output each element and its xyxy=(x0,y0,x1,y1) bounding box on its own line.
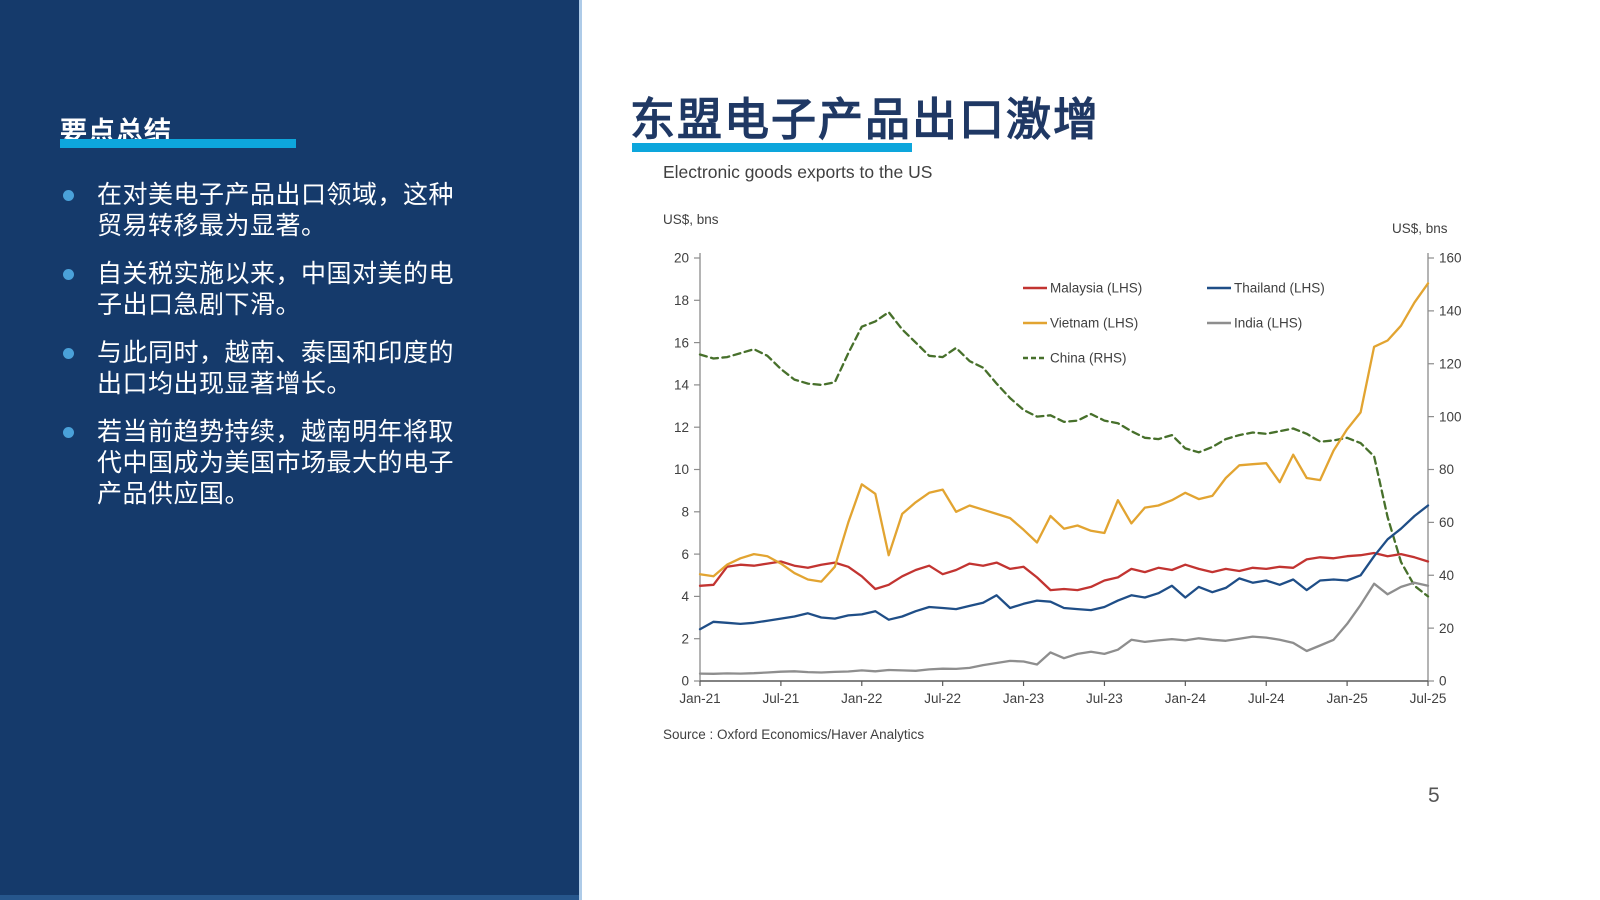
legend-label-vietnam: Vietnam (LHS) xyxy=(1050,316,1138,331)
y-tick-label-right: 160 xyxy=(1439,251,1462,266)
sidebar-footer-strip xyxy=(0,895,579,900)
sidebar-panel: 要点总结 在对美电子产品出口领域，这种贸易转移最为显著。 自关税实施以来，中国对… xyxy=(0,0,582,900)
list-item: 与此同时，越南、泰国和印度的出口均出现显著增长。 xyxy=(60,338,478,400)
y-tick-label-left: 2 xyxy=(681,631,689,646)
y-tick-label-right: 60 xyxy=(1439,515,1454,530)
y-tick-label-right: 20 xyxy=(1439,621,1454,636)
series-line-malaysia xyxy=(698,551,1430,592)
x-tick-label: Jul-22 xyxy=(924,691,961,706)
series-line-china xyxy=(698,311,1430,598)
chart-title: Electronic goods exports to the US xyxy=(663,162,933,182)
list-item: 在对美电子产品出口领域，这种贸易转移最为显著。 xyxy=(60,180,478,242)
bullet-dot-icon xyxy=(63,348,74,359)
y-tick-label-right: 100 xyxy=(1439,409,1462,424)
y-tick-label-right: 0 xyxy=(1439,674,1447,689)
list-item: 自关税实施以来，中国对美的电子出口急剧下滑。 xyxy=(60,259,478,321)
y-tick-label-right: 40 xyxy=(1439,568,1454,583)
key-points-list: 在对美电子产品出口领域，这种贸易转移最为显著。 自关税实施以来，中国对美的电子出… xyxy=(60,180,478,527)
x-tick-label: Jan-22 xyxy=(841,691,882,706)
x-tick-label: Jul-25 xyxy=(1410,691,1447,706)
y-tick-label-left: 4 xyxy=(681,589,689,604)
x-tick-label: Jan-25 xyxy=(1326,691,1367,706)
page-number: 5 xyxy=(1428,784,1440,807)
list-item: 若当前趋势持续，越南明年将取代中国成为美国市场最大的电子产品供应国。 xyxy=(60,417,478,510)
x-tick-label: Jan-23 xyxy=(1003,691,1044,706)
x-tick-label: Jul-21 xyxy=(762,691,799,706)
line-chart: 0 2 4 6 8 10 12 14 16 18 20 0 20 40 60 80 100 120 140 160 Ja… xyxy=(674,251,1462,706)
y-tick-label-left: 10 xyxy=(674,462,689,477)
bullet-text: 自关税实施以来，中国对美的电子出口急剧下滑。 xyxy=(97,260,455,319)
y-tick-label-left: 20 xyxy=(674,251,689,266)
y-tick-label-left: 0 xyxy=(681,674,689,689)
bullet-dot-icon xyxy=(63,427,74,438)
y-axis-unit-right: US$, bns xyxy=(1392,221,1448,236)
legend-label-malaysia: Malaysia (LHS) xyxy=(1050,281,1142,296)
legend-label-china: China (RHS) xyxy=(1050,351,1127,366)
y-tick-label-left: 18 xyxy=(674,293,689,308)
sidebar-title-underline xyxy=(60,139,296,148)
series-line-thailand xyxy=(698,504,1430,631)
bullet-text: 在对美电子产品出口领域，这种贸易转移最为显著。 xyxy=(97,181,455,240)
bullet-text: 若当前趋势持续，越南明年将取代中国成为美国市场最大的电子产品供应国。 xyxy=(97,418,455,508)
y-tick-label-left: 8 xyxy=(681,505,689,520)
y-tick-label-left: 16 xyxy=(674,335,689,350)
series-line-vietnam xyxy=(698,282,1430,583)
y-tick-label-right: 120 xyxy=(1439,356,1462,371)
y-tick-label-right: 140 xyxy=(1439,304,1462,319)
y-tick-label-left: 12 xyxy=(674,420,689,435)
legend-label-india: India (LHS) xyxy=(1234,316,1302,331)
slide-title-underline xyxy=(632,143,912,152)
bullet-text: 与此同时，越南、泰国和印度的出口均出现显著增长。 xyxy=(97,339,455,398)
chart-source: Source : Oxford Economics/Haver Analytic… xyxy=(663,727,925,742)
slide-title: 东盟电子产品出口激增 xyxy=(630,94,1101,146)
bullet-dot-icon xyxy=(63,190,74,201)
legend-label-thailand: Thailand (LHS) xyxy=(1234,281,1325,296)
x-tick-label: Jul-23 xyxy=(1086,691,1123,706)
y-tick-label-left: 14 xyxy=(674,378,690,393)
x-tick-label: Jul-24 xyxy=(1248,691,1285,706)
bullet-dot-icon xyxy=(63,269,74,280)
x-tick-label: Jan-24 xyxy=(1165,691,1207,706)
series-line-india xyxy=(698,581,1430,675)
x-tick-label: Jan-21 xyxy=(679,691,720,706)
y-tick-label-left: 6 xyxy=(681,547,689,562)
y-axis-unit-left: US$, bns xyxy=(663,212,719,227)
y-tick-label-right: 80 xyxy=(1439,462,1454,477)
